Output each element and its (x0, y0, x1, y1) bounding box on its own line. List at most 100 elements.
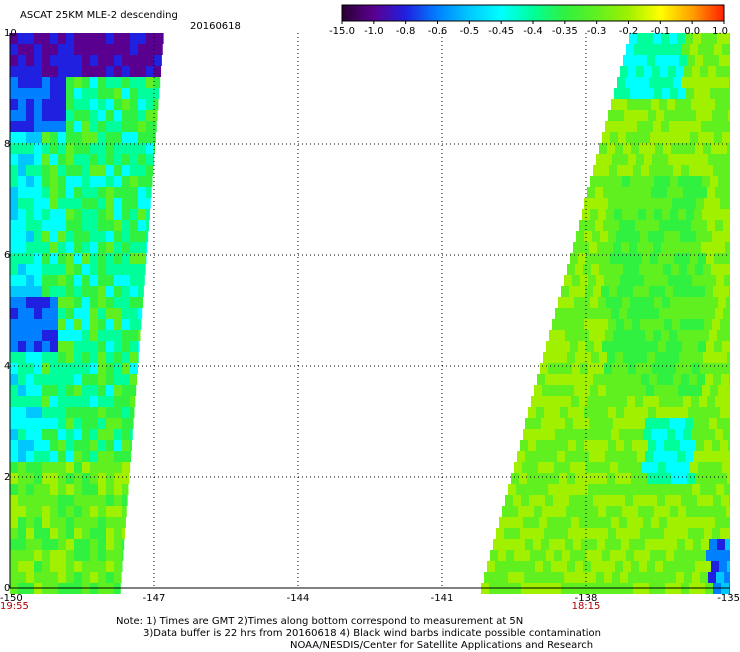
heat-cell (90, 132, 98, 143)
heat-cell (98, 308, 106, 319)
heat-cell (555, 429, 563, 440)
heat-cell (596, 363, 604, 374)
heat-cell (114, 132, 122, 143)
heat-cell (671, 264, 679, 275)
x-tick-label: -141 (431, 593, 454, 604)
heat-cell (669, 33, 677, 44)
heat-cell (656, 407, 664, 418)
heat-cell (26, 385, 34, 396)
heat-cell (718, 176, 726, 187)
heat-cell (26, 77, 34, 88)
heat-cell (533, 539, 541, 550)
heat-cell (671, 143, 679, 154)
x-tick-label: -144 (287, 593, 310, 604)
heat-cell (691, 187, 699, 198)
heat-cell (538, 462, 546, 473)
heat-cell (106, 143, 114, 154)
heat-cell (641, 286, 649, 297)
heat-cell (50, 275, 58, 286)
heat-cell (573, 330, 581, 341)
heat-cell (690, 341, 698, 352)
heat-cell (588, 275, 596, 286)
heat-cell (613, 242, 621, 253)
heat-cell (534, 385, 542, 396)
heat-cell (637, 330, 645, 341)
heat-cell (693, 539, 701, 550)
heat-cell (42, 110, 50, 121)
heat-cell (519, 561, 527, 572)
heat-cell (591, 561, 599, 572)
heat-cell (568, 440, 576, 451)
heat-cell (82, 286, 90, 297)
heat-cell (581, 451, 589, 462)
heat-cell (500, 572, 508, 583)
heat-cell (705, 495, 713, 506)
heat-cell (660, 484, 668, 495)
heat-cell (684, 484, 692, 495)
heat-cell (564, 363, 572, 374)
heat-cell (122, 242, 130, 253)
heat-cell (662, 297, 670, 308)
heat-cell (114, 451, 122, 462)
colorbar-label: -0.1 (651, 26, 671, 37)
heat-cell (26, 440, 34, 451)
heat-cell (607, 473, 615, 484)
heat-cell (729, 495, 730, 506)
heat-cell (567, 352, 575, 363)
heat-cell (122, 154, 130, 165)
heat-cell (616, 528, 624, 539)
heat-cell (725, 242, 730, 253)
heat-cell (575, 264, 583, 275)
heat-cell (588, 572, 596, 583)
heat-cell (683, 429, 691, 440)
heat-cell (82, 484, 90, 495)
heat-cell (618, 550, 626, 561)
heat-cell (707, 187, 715, 198)
heat-cell (620, 363, 628, 374)
heat-cell (539, 396, 547, 407)
heat-cell (26, 187, 34, 198)
heat-cell (675, 220, 683, 231)
heat-cell (502, 506, 510, 517)
heat-cell (631, 143, 639, 154)
heat-cell (691, 429, 699, 440)
heat-cell (74, 396, 82, 407)
heat-cell (645, 121, 653, 132)
heat-cell (600, 319, 608, 330)
heat-cell (663, 55, 671, 66)
heat-cell (613, 418, 621, 429)
heat-cell (718, 88, 726, 99)
heat-cell (601, 495, 609, 506)
heat-cell (98, 473, 106, 484)
heat-cell (10, 330, 18, 341)
heat-cell (18, 110, 26, 121)
heat-cell (546, 462, 554, 473)
heat-cell (503, 561, 511, 572)
heat-cell (122, 517, 126, 528)
heat-cell (98, 506, 106, 517)
heat-cell (82, 374, 90, 385)
heat-cell (18, 374, 26, 385)
heat-cell (539, 517, 547, 528)
heat-cell (138, 132, 146, 143)
heat-cell (682, 462, 690, 473)
heat-cell (724, 572, 730, 583)
heat-cell (114, 462, 122, 473)
heat-cell (665, 495, 673, 506)
heat-cell (130, 55, 138, 66)
heat-cell (661, 451, 669, 462)
heat-cell (604, 154, 612, 165)
heat-cell (593, 165, 601, 176)
heat-cell (66, 297, 74, 308)
heat-cell (138, 66, 146, 77)
heat-cell (562, 462, 570, 473)
heat-cell (580, 363, 588, 374)
heat-cell (636, 572, 644, 583)
heat-cell (10, 396, 18, 407)
heat-cell (26, 99, 34, 110)
heat-cell (74, 231, 82, 242)
heat-cell (614, 88, 622, 99)
heat-cell (595, 429, 603, 440)
heat-cell (660, 66, 668, 77)
heat-cell (66, 55, 74, 66)
